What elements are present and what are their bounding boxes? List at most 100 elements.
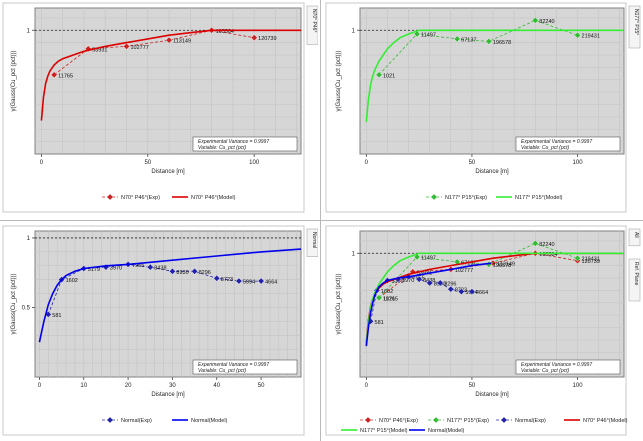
variogram-chart-normal[interactable]: 0 10 20 30 40 50 1 0.5 Distance [m] γ(Gauss(Cu_pc… xyxy=(0,223,318,441)
stats-box xyxy=(515,136,621,152)
exp-point[interactable] xyxy=(468,288,476,296)
model-curve-n70-p46-model[interactable] xyxy=(40,29,301,121)
series-n70-p46-model xyxy=(40,29,301,121)
y-tick-label: 1 xyxy=(352,251,356,257)
x-tick-label: 50 xyxy=(258,383,265,389)
legend-item-n70-p46-model[interactable]: N70° P46°(Model) xyxy=(172,195,236,201)
legend-item-n177-p15-exp[interactable]: N177° P15°(Exp) xyxy=(428,417,489,424)
variable-label: Variable: Cu_pct (pct) xyxy=(198,368,247,374)
exp-point[interactable] xyxy=(250,34,258,42)
variogram-panel-all: 0 50 100 1 Distance [m] γ(Gauss(Cu_pct (pct))… xyxy=(323,223,643,441)
exp-point-label: 196578 xyxy=(493,40,511,46)
legend-item-n70-p46-model[interactable]: N70° P46°(Model) xyxy=(564,418,628,424)
x-tick-label: 0 xyxy=(365,160,369,166)
legend-item-n177-p15-model[interactable]: N177° P15°(Model) xyxy=(341,428,408,434)
legend-swatch-marker xyxy=(107,194,113,200)
exp-point-label: 8438 xyxy=(154,266,166,272)
x-tick-label: 0 xyxy=(38,383,42,389)
model-curve-normal-model[interactable] xyxy=(38,248,302,343)
x-tick-label: 100 xyxy=(249,160,260,166)
legend-label: N177° P15°(Exp) xyxy=(447,418,489,424)
legend-item-normal-model[interactable]: Normal(Model) xyxy=(172,418,228,424)
x-axis-label: Distance [m] xyxy=(151,392,185,398)
exp-point[interactable] xyxy=(146,263,154,271)
y-tick-label: 0.5 xyxy=(22,305,31,311)
variogram-chart-n70-p46[interactable]: 0 50 100 1 Distance [m] γ(Gauss(Cu_pct (pct))… xyxy=(0,0,318,218)
exp-point-label: 11497 xyxy=(421,255,436,261)
exp-point[interactable] xyxy=(191,267,198,275)
exp-line-n70-p46-exp xyxy=(53,29,255,76)
series-n177-p15-exp: 1021 11497 67137 196578 82240 219431 xyxy=(375,16,600,79)
exp-point-label: 105584 xyxy=(216,29,234,35)
legend-item-normal-model[interactable]: Normal(Model) xyxy=(409,428,465,434)
exp-point-label: 1021 xyxy=(383,73,395,79)
side-tab-label: All xyxy=(633,232,639,238)
plot-area[interactable] xyxy=(359,230,625,378)
exp-point[interactable] xyxy=(235,277,243,285)
exp-point[interactable] xyxy=(531,239,539,247)
exp-point[interactable] xyxy=(123,42,130,50)
exp-point[interactable] xyxy=(165,36,173,44)
y-axis-label: γ(Gauss(Cu_pct (pct))) xyxy=(11,273,17,334)
exp-point[interactable] xyxy=(453,35,461,43)
side-tab-n177-p15[interactable] xyxy=(628,5,641,49)
model-curve-normal-model[interactable] xyxy=(365,262,492,347)
side-tab-n70-p46[interactable] xyxy=(306,5,318,45)
side-tab-label: Normal xyxy=(311,232,317,248)
legend-label: Normal(Model) xyxy=(191,418,228,424)
legend-item-normal-exp[interactable]: Normal(Exp) xyxy=(102,417,152,424)
exp-point-label: 53931 xyxy=(92,47,107,53)
plot-area[interactable] xyxy=(359,7,625,155)
legend-item-n70-p46-exp[interactable]: N70° P46°(Exp) xyxy=(102,194,160,201)
exp-point-label: 1602 xyxy=(381,289,393,295)
legend-label: N70° P46°(Model) xyxy=(583,418,628,424)
side-tab-normal[interactable] xyxy=(306,228,318,257)
side-tab-label: N177° P15° xyxy=(633,9,639,35)
exp-point-label: 120739 xyxy=(258,36,276,42)
model-curve-n177-p15-model[interactable] xyxy=(365,252,624,345)
y-axis-label: γ(Gauss(Cu_pct (pct))) xyxy=(336,273,342,334)
exp-point-label: 67137 xyxy=(461,37,476,43)
exp-point[interactable] xyxy=(447,285,455,293)
exp-point[interactable] xyxy=(457,288,465,296)
side-tab-all[interactable] xyxy=(628,228,641,247)
exp-point[interactable] xyxy=(426,279,434,287)
plot-area[interactable] xyxy=(34,7,302,155)
variogram-chart-n177-p15[interactable]: 0 50 100 1 Distance [m] γ(Gauss(Cu_pct (pct))… xyxy=(323,0,643,218)
exp-point[interactable] xyxy=(531,16,539,24)
exp-point[interactable] xyxy=(375,71,383,79)
legend-item-n177-p15-exp[interactable]: N177° P15°(Exp) xyxy=(426,194,487,201)
exp-point[interactable] xyxy=(436,279,444,287)
exp-point[interactable] xyxy=(415,275,423,283)
panel-divider-horizontal[interactable] xyxy=(0,220,643,221)
model-curve-n177-p15-model[interactable] xyxy=(365,29,624,122)
exp-point[interactable] xyxy=(574,254,581,262)
stats-box xyxy=(192,136,298,152)
variable-label: Variable: Cu_pct (pct) xyxy=(198,145,247,151)
stats-box xyxy=(192,359,298,375)
legend-label: Normal(Exp) xyxy=(515,418,546,424)
exp-point-label: 67137 xyxy=(461,260,476,266)
exp-point[interactable] xyxy=(375,294,383,302)
x-tick-label: 10 xyxy=(80,383,87,389)
exp-point[interactable] xyxy=(485,38,493,45)
legend-item-normal-exp[interactable]: Normal(Exp) xyxy=(496,417,546,424)
exp-point[interactable] xyxy=(169,267,176,275)
legend-label: N177° P15°(Model) xyxy=(515,195,563,201)
exp-point[interactable] xyxy=(574,31,581,39)
series-normal-model xyxy=(365,262,492,347)
exp-point-label: 102777 xyxy=(131,45,149,51)
exp-point[interactable] xyxy=(213,274,221,282)
x-tick-label: 100 xyxy=(573,383,584,389)
exp-point[interactable] xyxy=(50,71,58,79)
legend-item-n177-p15-model[interactable]: N177° P15°(Model) xyxy=(496,195,563,201)
side-tab-ref-plane[interactable] xyxy=(628,258,641,302)
exp-point-label: 8296 xyxy=(444,281,456,287)
exp-point[interactable] xyxy=(257,277,265,285)
variogram-chart-all[interactable]: 0 50 100 1 Distance [m] γ(Gauss(Cu_pct (pct))… xyxy=(323,223,643,441)
x-tick-label: 50 xyxy=(469,383,476,389)
plot-area[interactable] xyxy=(34,230,302,378)
x-axis-label: Distance [m] xyxy=(475,169,509,175)
stats-box xyxy=(515,359,621,375)
exp-point-label: 113149 xyxy=(173,39,191,45)
